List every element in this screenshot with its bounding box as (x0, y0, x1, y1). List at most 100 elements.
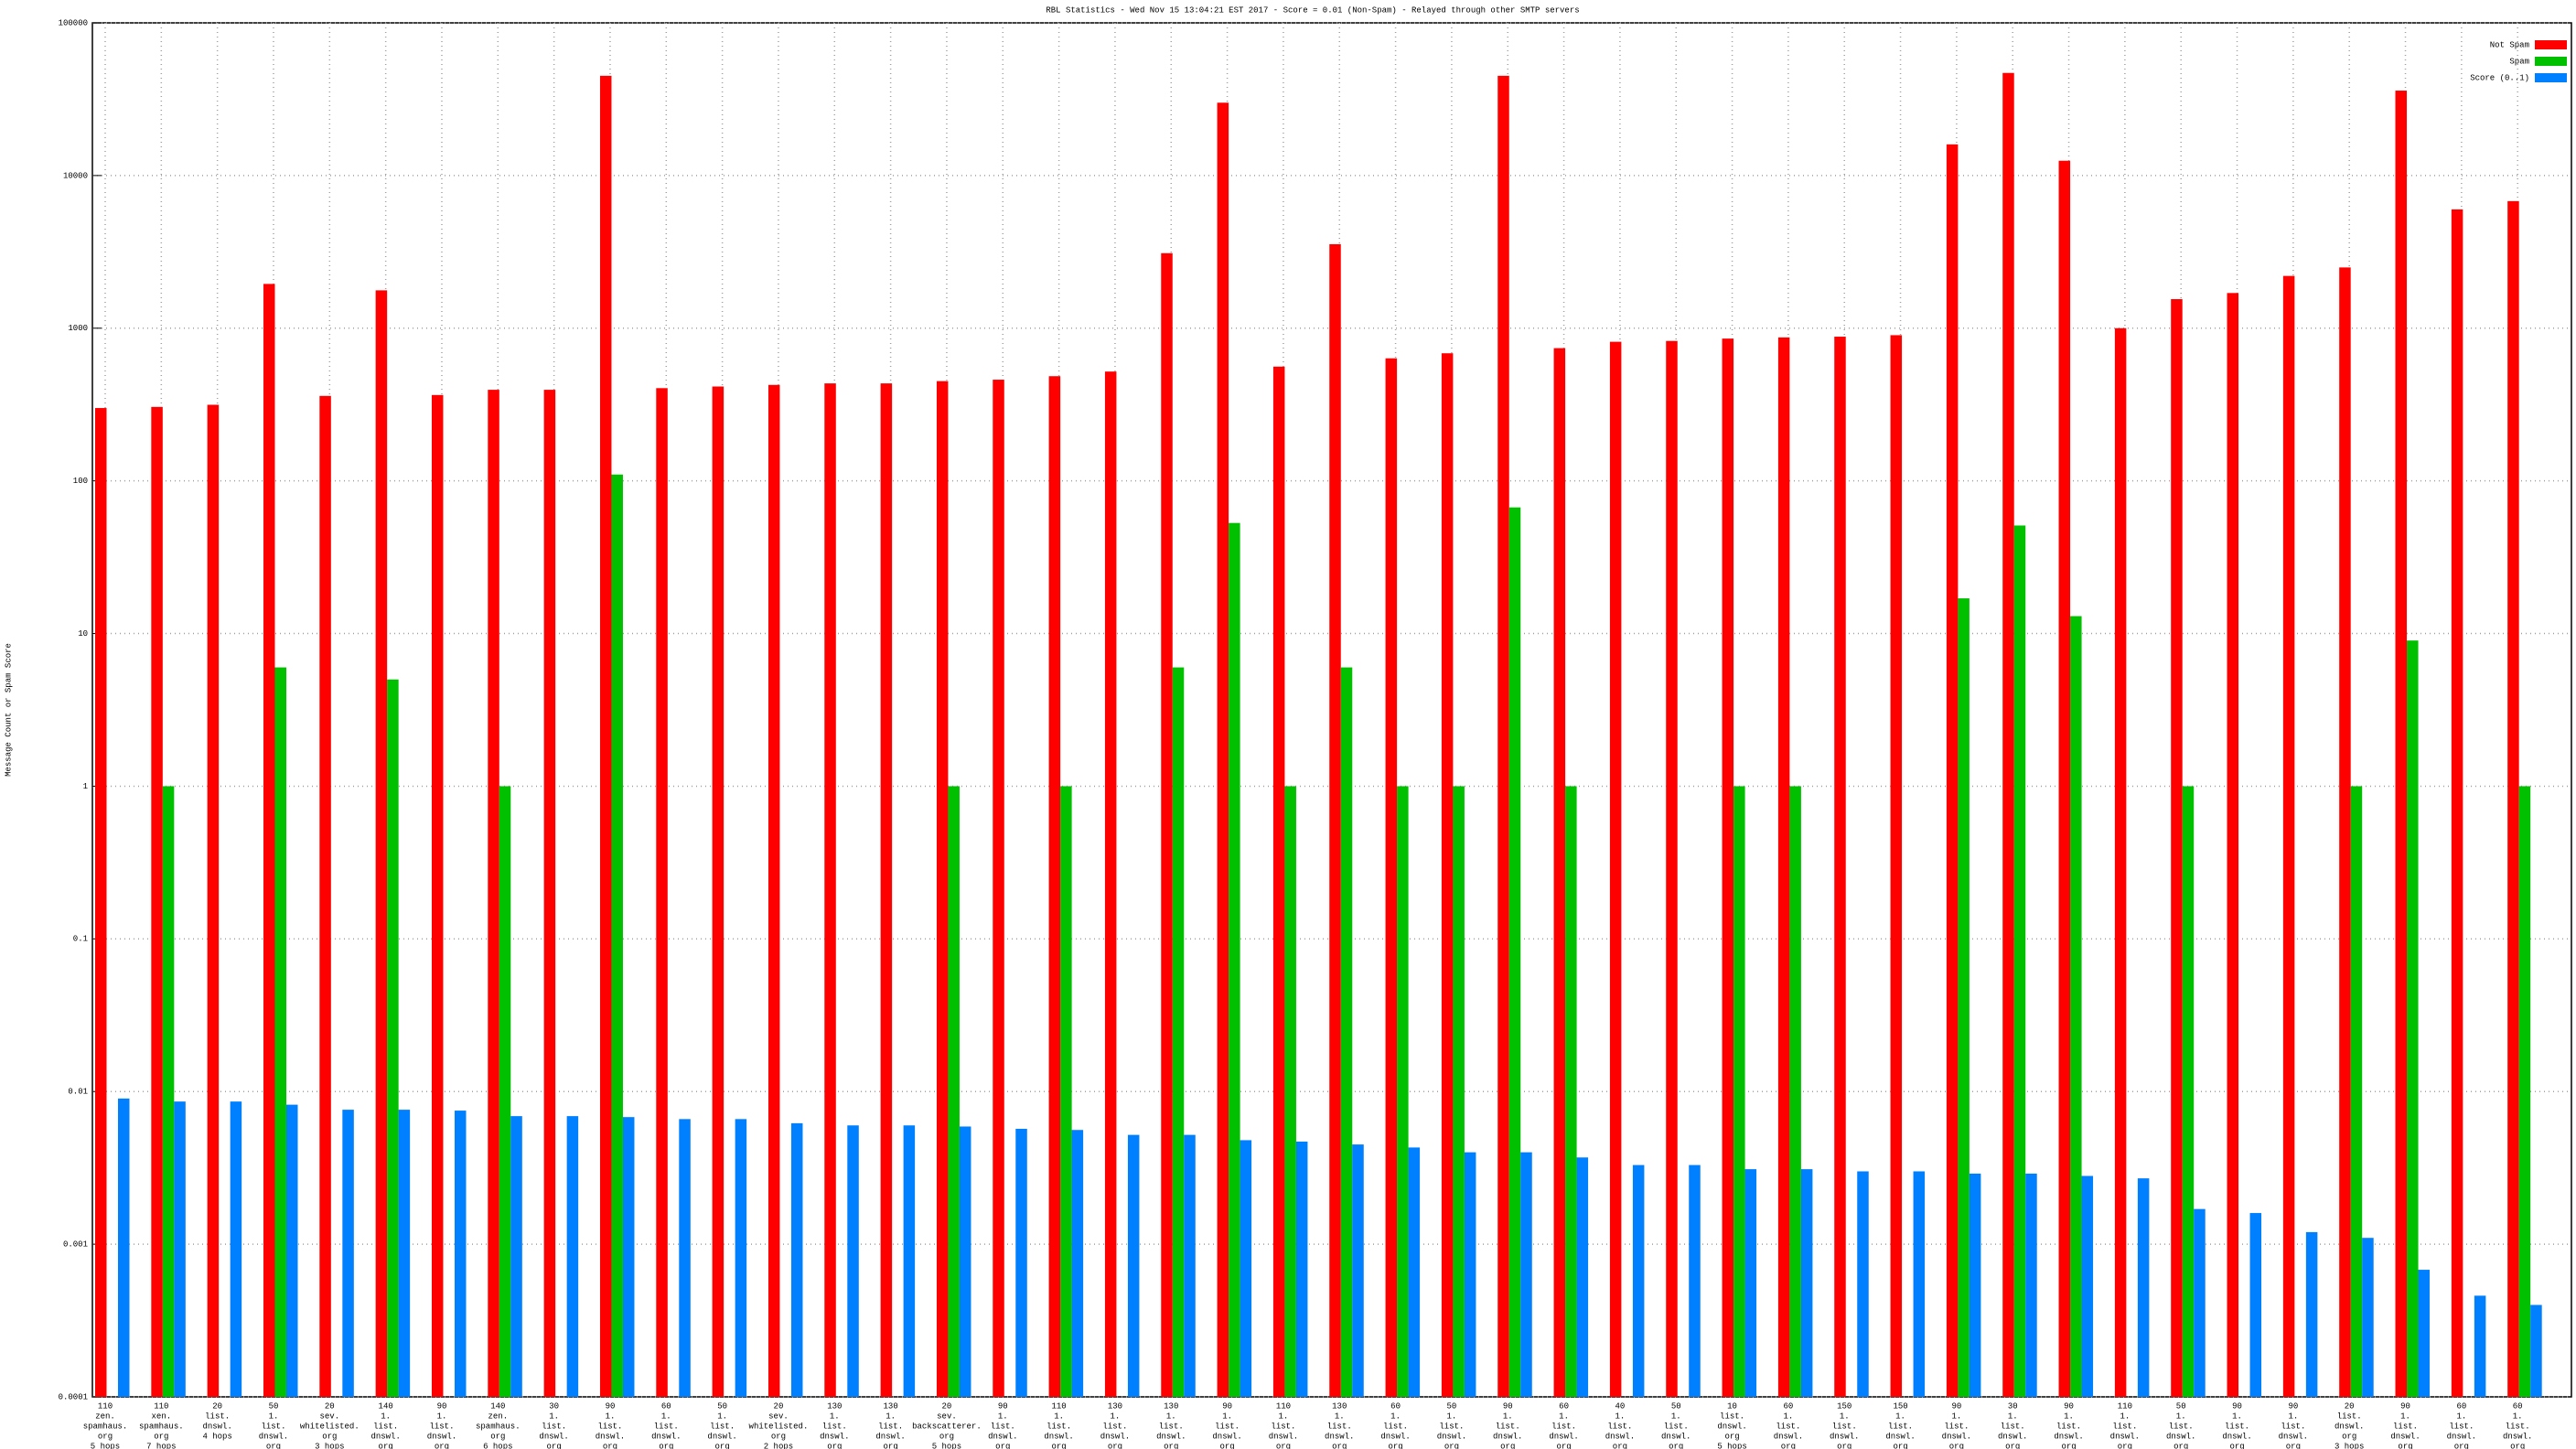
x-tick-label: list. (1551, 1422, 1576, 1431)
x-tick-label: 1. (1671, 1411, 1681, 1421)
x-tick-label: dnswl. (2503, 1432, 2532, 1441)
bar (1329, 243, 1341, 1397)
bar (1913, 1171, 1926, 1397)
bar (611, 474, 623, 1397)
x-tick-label: dnswl. (2222, 1432, 2251, 1441)
x-tick-label: 20 (774, 1401, 784, 1411)
x-tick-label: list. (1944, 1422, 1969, 1431)
bar (285, 1104, 298, 1397)
bar (431, 394, 444, 1398)
x-tick-label: dnswl. (1774, 1432, 1803, 1441)
bar (2418, 1270, 2431, 1397)
x-tick-label: list. (261, 1422, 285, 1431)
x-tick-label: org (2229, 1442, 2244, 1449)
x-tick-label: 60 (661, 1401, 671, 1411)
bar (2081, 1175, 2094, 1397)
x-tick-label: 1. (886, 1411, 896, 1421)
x-tick-label: org (2398, 1442, 2412, 1449)
x-tick-label: dnswl. (1437, 1432, 1466, 1441)
x-tick-label: org (2510, 1442, 2525, 1449)
x-tick-label: list. (654, 1422, 679, 1431)
bar (824, 383, 836, 1398)
x-tick-label: list. (1720, 1411, 1744, 1421)
x-tick-label: dnswl. (539, 1432, 568, 1441)
x-tick-label: dnswl. (1605, 1432, 1635, 1441)
x-tick-label: 60 (2513, 1401, 2523, 1411)
bar (499, 786, 511, 1397)
x-tick-label: list. (991, 1422, 1015, 1431)
x-tick-label: 90 (2064, 1401, 2074, 1411)
x-tick-label: list. (2001, 1422, 2025, 1431)
x-tick-label: 90 (2288, 1401, 2298, 1411)
x-tick-label: org (2454, 1442, 2469, 1449)
bar (599, 75, 612, 1397)
x-tick-label: 110 (154, 1401, 168, 1411)
bar (2395, 91, 2408, 1397)
bar (712, 386, 724, 1398)
bar (2350, 786, 2363, 1397)
x-tick-label: 50 (1447, 1401, 1457, 1411)
x-tick-label: 1. (1335, 1411, 1345, 1421)
x-tick-label: dnswl. (1044, 1432, 1073, 1441)
x-tick-label: 130 (827, 1401, 842, 1411)
x-tick-label: org (490, 1432, 505, 1441)
x-tick-label: 90 (2232, 1401, 2242, 1411)
x-tick-label: list. (2337, 1411, 2362, 1421)
x-tick-label: 110 (98, 1401, 113, 1411)
x-tick-label: backscatterer. (912, 1422, 982, 1431)
x-tick-label: dnswl. (651, 1432, 681, 1441)
bar (319, 395, 331, 1398)
x-tick-label: dnswl. (2390, 1432, 2420, 1441)
bar (375, 290, 388, 1397)
bar (2194, 1208, 2206, 1397)
legend-label: Score (0..1) (2470, 73, 2529, 82)
x-tick-label: dnswl. (2334, 1422, 2364, 1431)
x-tick-label: list. (1664, 1422, 1689, 1431)
x-tick-label: dnswl. (596, 1432, 625, 1441)
x-tick-label: 110 (1052, 1401, 1067, 1411)
x-tick-label: org (1613, 1442, 1627, 1449)
bar (151, 406, 163, 1397)
bar (1397, 786, 1409, 1397)
x-tick-label: org (603, 1442, 617, 1449)
bar (1969, 1173, 1981, 1397)
x-tick-label: org (2342, 1432, 2356, 1441)
x-tick-label: zen. (95, 1411, 115, 1421)
x-tick-label: org (1332, 1442, 1347, 1449)
y-tick-label: 100000 (59, 18, 88, 27)
y-tick-label: 0.1 (73, 935, 88, 944)
x-tick-label: list. (878, 1422, 903, 1431)
y-tick-label: 1 (83, 782, 88, 791)
x-tick-label: 50 (1671, 1401, 1681, 1411)
bar (2171, 299, 2183, 1397)
x-tick-label: 90 (2400, 1401, 2410, 1411)
legend-swatch (2535, 40, 2567, 49)
bar (1609, 341, 1622, 1397)
bar (2407, 640, 2419, 1397)
y-tick-label: 10 (78, 629, 88, 639)
x-tick-label: org (2005, 1442, 2020, 1449)
x-tick-label: list. (1102, 1422, 1127, 1431)
bar (510, 1116, 522, 1397)
bar (903, 1125, 916, 1397)
bar (1777, 337, 1790, 1397)
x-tick-label: list. (1888, 1422, 1913, 1431)
x-tick-label: list. (2112, 1422, 2137, 1431)
x-tick-label: list. (822, 1422, 847, 1431)
x-tick-label: org (322, 1432, 337, 1441)
x-tick-label: 1. (830, 1411, 840, 1421)
x-tick-label: org (659, 1442, 673, 1449)
x-tick-label: 1. (1279, 1411, 1289, 1421)
x-tick-label: 150 (1837, 1401, 1852, 1411)
bar (880, 383, 893, 1398)
x-tick-label: dnswl. (2110, 1432, 2140, 1441)
bar (1060, 786, 1072, 1397)
bar (488, 390, 499, 1398)
bar (1340, 667, 1353, 1397)
bar (1632, 1165, 1645, 1397)
bar (2518, 786, 2531, 1397)
x-tick-label: 110 (2118, 1401, 2132, 1411)
x-tick-label: 1. (1390, 1411, 1401, 1421)
